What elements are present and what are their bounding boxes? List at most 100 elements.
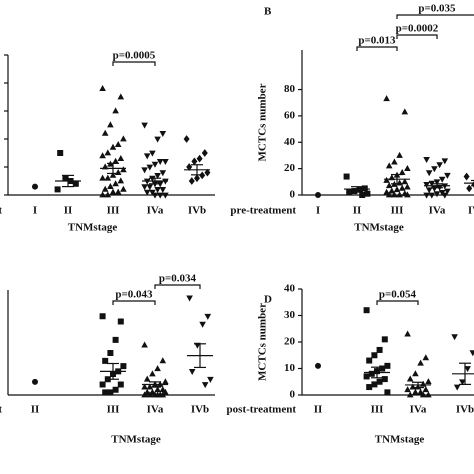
point <box>146 184 154 191</box>
point <box>207 376 214 383</box>
x-tick-label: III <box>107 404 120 416</box>
point <box>117 93 125 100</box>
point <box>151 192 159 199</box>
point <box>404 386 411 393</box>
point <box>433 179 441 186</box>
point <box>72 180 79 187</box>
point <box>159 357 167 364</box>
point <box>381 376 388 383</box>
point <box>453 384 461 391</box>
point <box>188 177 195 185</box>
p-value: p=0.0005 <box>113 50 156 62</box>
x-axis-title: TNMstage <box>111 434 161 446</box>
point <box>404 183 411 190</box>
point <box>363 307 370 314</box>
point <box>381 336 388 343</box>
point <box>109 143 117 150</box>
point <box>141 341 148 348</box>
point <box>396 191 403 198</box>
point <box>120 135 127 142</box>
p-value: p=0.035 <box>418 3 456 15</box>
point <box>191 157 198 166</box>
point <box>162 378 169 385</box>
x-tick-label: IVb <box>468 205 474 217</box>
row-label: pre-treatment <box>0 205 2 217</box>
point <box>376 346 383 353</box>
y-tick-label: 0 <box>290 389 296 401</box>
point <box>428 192 436 199</box>
point <box>204 168 211 177</box>
point <box>466 184 473 193</box>
point <box>162 159 169 165</box>
point <box>385 162 393 169</box>
point <box>104 149 112 156</box>
bracket <box>396 14 474 19</box>
point <box>154 173 161 179</box>
point <box>154 391 161 398</box>
point <box>101 185 109 192</box>
point <box>423 182 430 189</box>
point <box>379 365 386 372</box>
point <box>154 187 161 193</box>
point <box>54 186 61 193</box>
point <box>423 192 430 199</box>
point <box>99 85 106 91</box>
point <box>162 192 169 199</box>
point <box>141 383 148 390</box>
point <box>391 191 398 198</box>
point <box>117 318 124 325</box>
point <box>141 122 148 129</box>
point <box>154 365 161 372</box>
point <box>406 375 414 382</box>
x-tick-label: I <box>33 205 37 217</box>
p-value: p=0.013 <box>358 35 396 47</box>
point <box>117 177 125 184</box>
point <box>385 191 393 198</box>
point <box>104 191 112 198</box>
panel-letter: D <box>264 294 272 306</box>
point <box>383 95 390 102</box>
point <box>141 391 148 398</box>
point <box>107 121 114 128</box>
point <box>99 191 106 198</box>
point <box>404 330 411 337</box>
point <box>194 174 200 183</box>
point <box>154 386 161 393</box>
point <box>156 192 164 199</box>
y-axis-title: MCTCs number <box>257 303 269 381</box>
point <box>162 178 169 185</box>
y-tick-label: 80 <box>284 83 296 95</box>
point <box>383 176 390 183</box>
point <box>444 188 451 195</box>
point <box>154 136 161 143</box>
y-tick-label: 40 <box>284 283 296 295</box>
point <box>417 359 424 366</box>
point <box>361 185 368 192</box>
point <box>109 188 117 195</box>
point <box>441 192 449 199</box>
point <box>99 152 106 159</box>
point <box>143 153 151 160</box>
point <box>201 149 208 157</box>
x-tick-label: II <box>353 205 362 217</box>
point <box>102 389 109 396</box>
point <box>104 174 112 181</box>
point <box>62 175 69 182</box>
bracket <box>112 61 156 66</box>
x-tick-label: III <box>371 404 384 416</box>
point <box>149 370 156 377</box>
point <box>141 184 148 191</box>
x-tick-label: II <box>314 404 323 416</box>
point <box>368 370 375 377</box>
point <box>112 180 119 187</box>
point <box>204 313 212 320</box>
point <box>159 131 167 137</box>
point <box>469 350 474 357</box>
point <box>107 350 114 356</box>
point <box>431 166 438 173</box>
point <box>436 162 443 169</box>
point <box>112 336 119 343</box>
point <box>398 184 406 191</box>
bracket <box>112 300 156 305</box>
y-tick-label: 30 <box>284 309 296 321</box>
